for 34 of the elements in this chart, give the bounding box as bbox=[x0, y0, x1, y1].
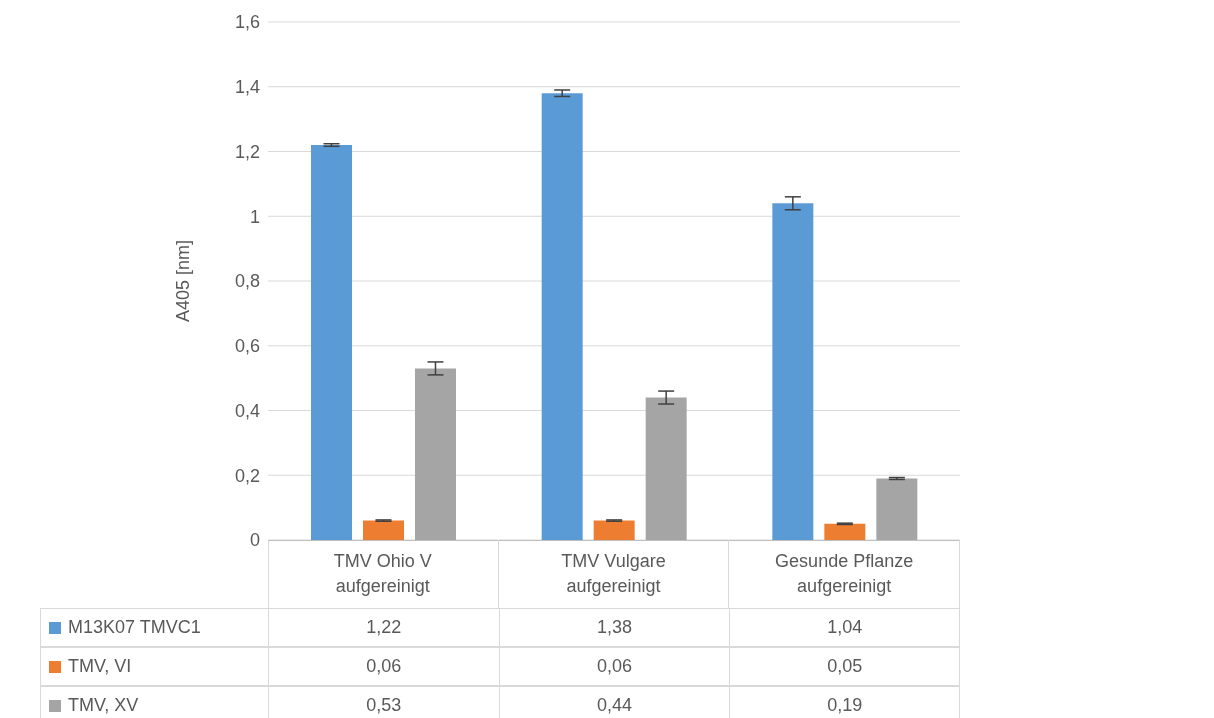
data-label: 0,06 bbox=[366, 656, 402, 677]
data-label: 0,44 bbox=[596, 695, 632, 716]
bar bbox=[772, 203, 814, 540]
data-label: 0,53 bbox=[366, 695, 402, 716]
y-tick-label: 0,8 bbox=[234, 271, 260, 292]
data-label: 0,06 bbox=[596, 656, 632, 677]
y-tick-label: 1,2 bbox=[234, 141, 260, 162]
y-axis-title: A405 [nm] bbox=[173, 239, 194, 323]
y-tick-label: 1,6 bbox=[234, 12, 260, 33]
data-label: 0,19 bbox=[827, 695, 863, 716]
x-tick-label: Gesunde Pflanze aufgereinigt bbox=[774, 550, 915, 598]
y-tick-label: 0,6 bbox=[234, 336, 260, 357]
data-label: 1,04 bbox=[827, 617, 863, 638]
legend-label: M13K07 TMVC1 bbox=[68, 617, 201, 638]
y-tick-label: 0,4 bbox=[234, 400, 260, 421]
bar bbox=[876, 478, 918, 540]
bar bbox=[415, 368, 456, 540]
legend-label: TMV, XV bbox=[68, 695, 139, 716]
bar bbox=[311, 145, 352, 540]
y-tick-label: 1,4 bbox=[234, 77, 260, 98]
bar bbox=[593, 520, 635, 540]
legend-label: TMV, VI bbox=[68, 656, 132, 677]
bar bbox=[824, 523, 866, 540]
bar bbox=[541, 93, 583, 540]
y-tick-label: 0,2 bbox=[234, 465, 260, 486]
data-label: 1,22 bbox=[366, 617, 402, 638]
y-tick-label: 1 bbox=[249, 206, 260, 227]
bar bbox=[645, 397, 687, 540]
y-tick-label: 0 bbox=[249, 530, 260, 551]
bar bbox=[363, 520, 404, 540]
data-label: 1,38 bbox=[596, 617, 632, 638]
data-label: 0,05 bbox=[827, 656, 863, 677]
x-tick-label: TMV Vulgare aufgereinigt bbox=[560, 550, 667, 598]
x-tick-label: TMV Ohio V aufgereinigt bbox=[332, 550, 433, 598]
